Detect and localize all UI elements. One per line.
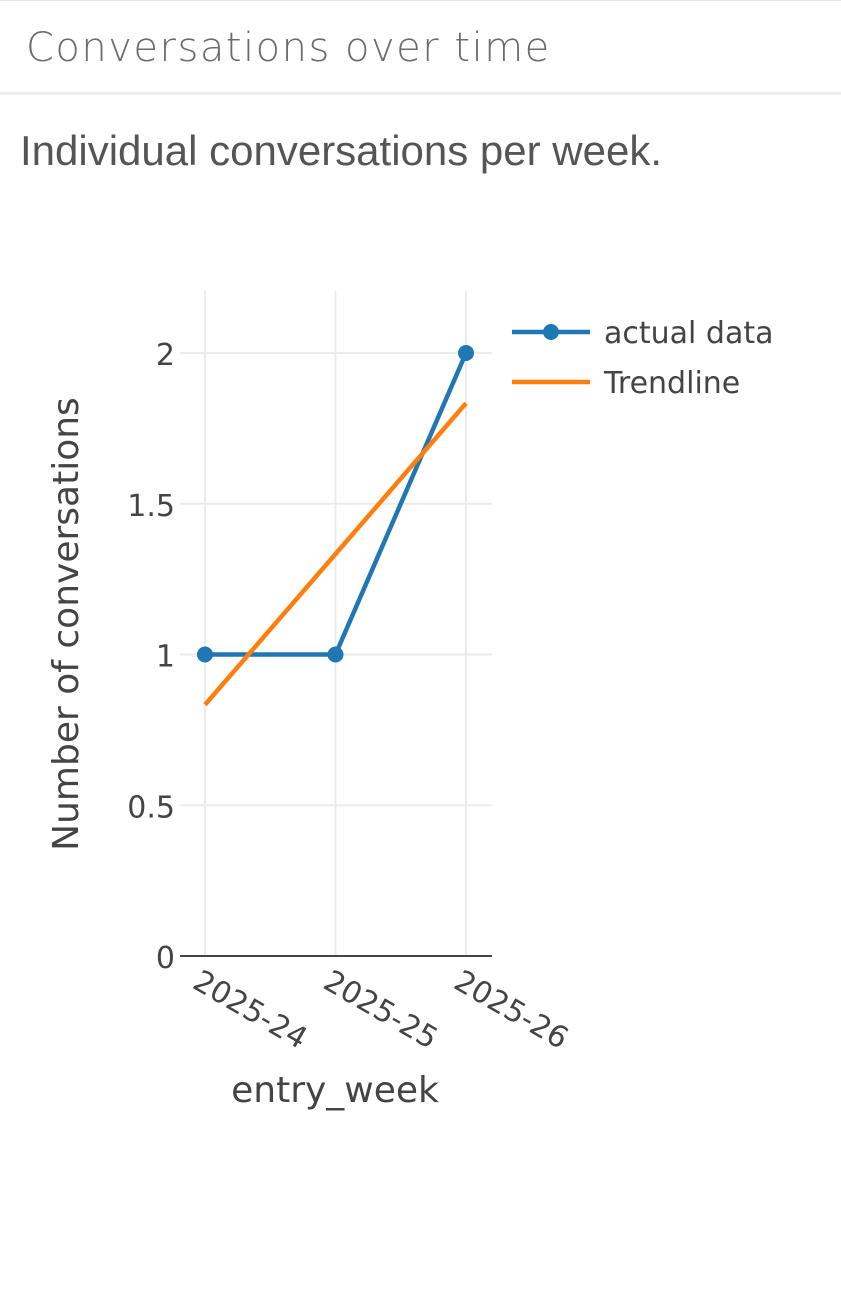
x-tick-label: 2025-24 xyxy=(187,964,313,1057)
legend-item[interactable]: actual data xyxy=(512,316,773,351)
x-axis-label: entry_week xyxy=(231,1070,439,1111)
legend-swatch-marker xyxy=(543,324,559,340)
legend-label: actual data xyxy=(604,316,773,351)
y-tick-label: 0.5 xyxy=(127,790,175,825)
grid xyxy=(180,291,492,956)
legend-item[interactable]: Trendline xyxy=(512,366,740,401)
legend[interactable]: actual data Trendline xyxy=(512,316,773,401)
y-tick-label: 1.5 xyxy=(127,489,175,524)
y-tick-label: 2 xyxy=(156,338,175,373)
y-axis-label: Number of conversations xyxy=(46,397,87,851)
series-line-2 xyxy=(203,401,468,707)
y-tick-label: 0 xyxy=(156,941,175,976)
card-subtitle: Individual conversations per week. xyxy=(20,127,663,174)
legend-label: Trendline xyxy=(603,366,740,401)
data-point xyxy=(327,646,344,663)
x-tick-label: 2025-26 xyxy=(448,964,574,1057)
data-point xyxy=(458,345,474,361)
y-tick-label: 1 xyxy=(156,640,175,675)
series xyxy=(197,345,474,707)
axes: 0 0.5 1 1.5 2 2025-24 2025-25 2025-26 xyxy=(127,338,574,1057)
data-point xyxy=(197,646,213,663)
card-header: Conversations over time xyxy=(0,1,841,95)
card-title: Conversations over time xyxy=(26,25,551,71)
x-tick-label: 2025-25 xyxy=(318,964,444,1057)
